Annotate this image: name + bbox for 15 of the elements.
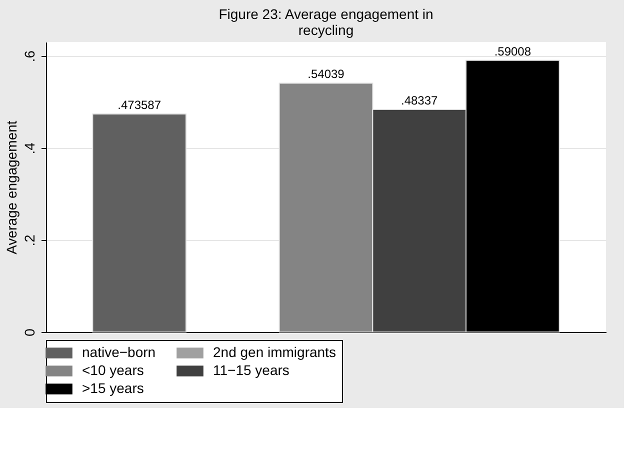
y-tick-label: .6 xyxy=(22,50,38,62)
y-tick-label: .4 xyxy=(22,142,38,154)
legend-label: >15 years xyxy=(82,380,144,396)
y-axis-title: Average engagement xyxy=(4,120,20,254)
legend-label: native−born xyxy=(82,344,156,360)
legend-label: 11−15 years xyxy=(213,362,290,378)
legend-label: 2nd gen immigrants xyxy=(213,344,336,360)
y-tick-label: .2 xyxy=(22,234,38,246)
data-label: .48337 xyxy=(400,93,438,108)
y-tick-label: 0 xyxy=(22,328,38,336)
data-label: .59008 xyxy=(494,44,532,58)
chart-title: Figure 23: Average engagement in recycling xyxy=(218,6,434,38)
legend-label: <10 years xyxy=(82,362,144,378)
data-label: .54039 xyxy=(308,67,345,82)
data-label: .473587 xyxy=(118,98,162,112)
